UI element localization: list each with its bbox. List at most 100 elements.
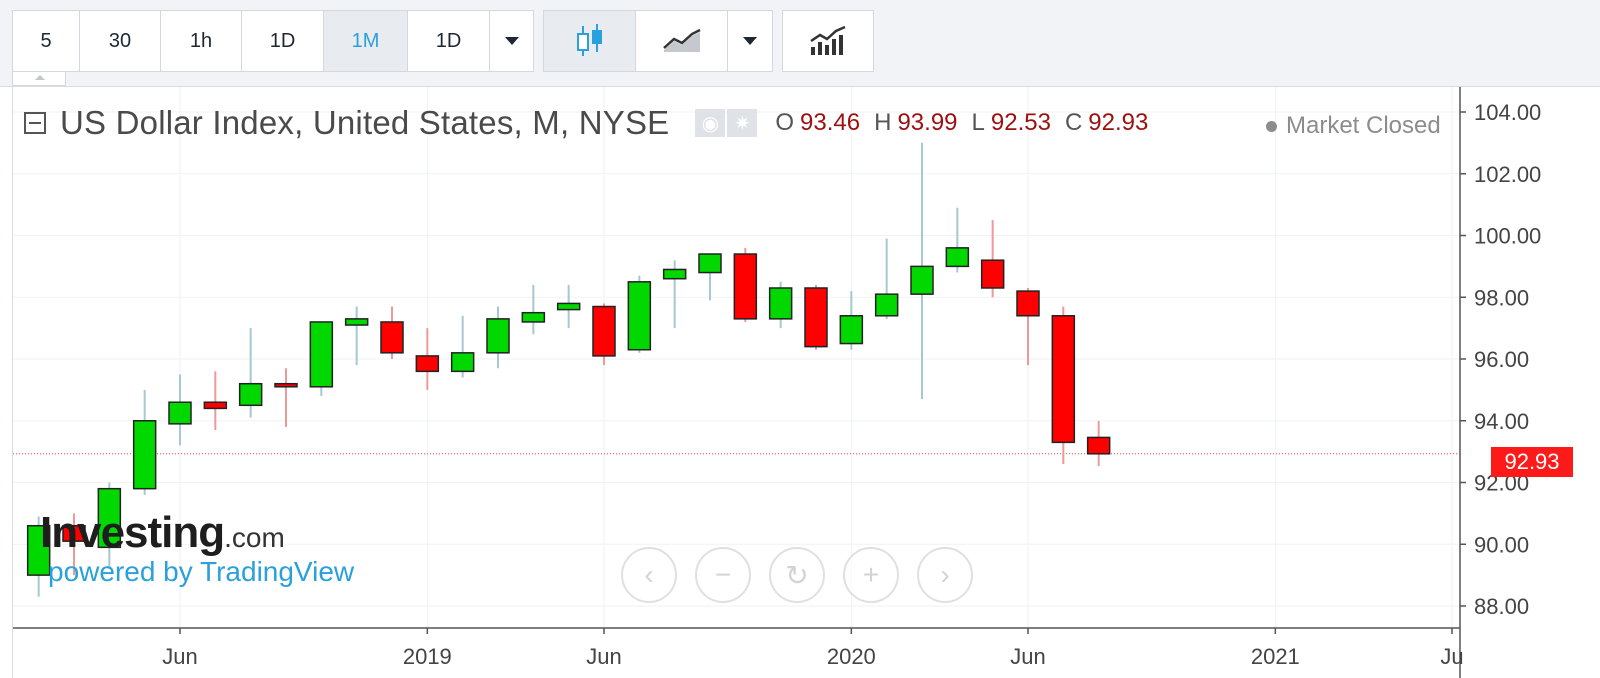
candle-body xyxy=(238,382,263,407)
indicators-icon xyxy=(810,25,846,55)
scroll-left-button[interactable]: ‹ xyxy=(621,547,677,603)
candle-body xyxy=(203,401,228,410)
y-tick-label: 90.00 xyxy=(1474,532,1529,557)
investing-logo[interactable]: Investing.com powered by TradingView xyxy=(40,508,354,588)
candle-body xyxy=(97,487,122,549)
candle-body xyxy=(415,355,440,373)
y-tick-label: 102.00 xyxy=(1474,162,1541,187)
candle-body xyxy=(839,315,864,345)
candle-body xyxy=(1016,290,1040,317)
candlestick-icon xyxy=(576,24,602,56)
candle-body xyxy=(874,293,899,317)
indicators-group xyxy=(782,10,874,72)
chart-legend: US Dollar Index, United States, M, NYSE … xyxy=(24,104,1162,142)
candle-body xyxy=(344,318,369,326)
gear-icon[interactable]: ✷ xyxy=(727,109,758,137)
y-tick-label: 94.00 xyxy=(1474,409,1529,434)
interval-dropdown-button[interactable] xyxy=(490,11,533,71)
candle-body xyxy=(627,281,652,351)
candle-body xyxy=(733,253,758,320)
candle-body xyxy=(698,253,722,274)
candle-body xyxy=(26,524,51,576)
zoom-in-icon: + xyxy=(862,559,880,590)
chart-area[interactable] xyxy=(12,86,1600,678)
x-tick-label: 2020 xyxy=(827,644,876,669)
market-status: Market Closed xyxy=(1266,112,1441,140)
zoom-out-icon: − xyxy=(714,559,732,590)
open-label: O xyxy=(775,109,795,136)
collapse-toolbar-tab[interactable] xyxy=(12,72,66,86)
x-tick-label: Jun xyxy=(586,644,621,669)
open-value: 93.46 xyxy=(800,109,861,136)
candle-body xyxy=(168,401,192,425)
candle-body xyxy=(592,305,616,357)
low-label: L xyxy=(971,109,985,136)
y-tick-label: 96.00 xyxy=(1474,347,1529,372)
interval-button-1d-alt[interactable]: 1D xyxy=(408,11,490,71)
interval-button-30[interactable]: 30 xyxy=(80,11,161,71)
interval-button-5[interactable]: 5 xyxy=(13,11,80,71)
reset-icon: ↻ xyxy=(785,559,809,591)
candle-body xyxy=(980,259,1005,289)
last-price-tag: 92.93 xyxy=(1491,447,1573,477)
area-type-button[interactable] xyxy=(636,11,728,71)
candle-body xyxy=(309,321,334,388)
y-tick-label: 100.00 xyxy=(1474,224,1541,249)
candle-body xyxy=(450,352,475,373)
interval-group: 5 30 1h 1D 1M 1D xyxy=(12,10,534,72)
chart-type-dropdown-button[interactable] xyxy=(728,11,772,71)
close-label: C xyxy=(1064,109,1083,136)
candle-body xyxy=(804,287,828,348)
chart-toolbar: 5 30 1h 1D 1M 1D xyxy=(0,0,1600,87)
market-status-text: Market Closed xyxy=(1286,112,1441,139)
eye-icon[interactable]: ◉ xyxy=(695,109,726,137)
chart-type-group xyxy=(543,10,773,72)
candle-body xyxy=(662,268,687,280)
x-tick-label: Ju xyxy=(1440,644,1463,669)
high-label: H xyxy=(874,109,892,136)
candle-body xyxy=(274,382,298,388)
candle-body xyxy=(132,420,157,490)
zoom-out-button[interactable]: − xyxy=(695,547,751,603)
candle-body xyxy=(556,302,581,311)
close-value: 92.93 xyxy=(1088,109,1149,136)
scroll-right-button[interactable]: › xyxy=(917,547,973,603)
x-tick-label: Jun xyxy=(1010,644,1045,669)
indicators-button[interactable] xyxy=(783,11,873,71)
x-tick-label: Jun xyxy=(162,644,197,669)
interval-button-1m[interactable]: 1M xyxy=(324,11,408,71)
candle-body xyxy=(945,247,970,268)
y-tick-label: 98.00 xyxy=(1474,285,1529,310)
candle-body xyxy=(910,265,934,295)
low-value: 92.53 xyxy=(990,109,1051,136)
candle-body xyxy=(1051,315,1076,444)
ohlc-values: O 93.46 H 93.99 L 92.53 C 92.93 xyxy=(775,109,1162,137)
candle-body xyxy=(486,318,510,354)
candle-body xyxy=(521,311,546,323)
logo-wordmark: Investing.com xyxy=(40,508,285,557)
status-dot-icon xyxy=(1266,120,1277,132)
chevron-down-icon xyxy=(504,37,519,45)
chart-navigation: ‹ − ↻ + › xyxy=(621,547,991,603)
powered-by-text: powered by TradingView xyxy=(48,556,355,587)
collapse-legend-icon[interactable] xyxy=(24,112,46,134)
interval-button-1h[interactable]: 1h xyxy=(161,11,242,71)
symbol-title: US Dollar Index, United States, M, NYSE xyxy=(60,104,670,141)
candle-body xyxy=(768,287,793,320)
x-tick-label: 2019 xyxy=(403,644,452,669)
area-chart-icon xyxy=(662,28,701,52)
high-value: 93.99 xyxy=(897,109,958,136)
reset-button[interactable]: ↻ xyxy=(769,547,825,603)
zoom-in-button[interactable]: + xyxy=(843,547,899,603)
interval-button-1d[interactable]: 1D xyxy=(242,11,324,71)
y-tick-label: 88.00 xyxy=(1474,594,1529,619)
candle-body xyxy=(380,321,404,354)
candlestick-type-button[interactable] xyxy=(544,11,636,71)
chevron-right-icon: › xyxy=(940,559,950,590)
chevron-left-icon: ‹ xyxy=(644,559,654,590)
chevron-down-icon xyxy=(743,37,757,45)
y-tick-label: 104.00 xyxy=(1474,100,1541,125)
candle-body xyxy=(62,524,86,542)
candle-body xyxy=(1086,436,1111,455)
